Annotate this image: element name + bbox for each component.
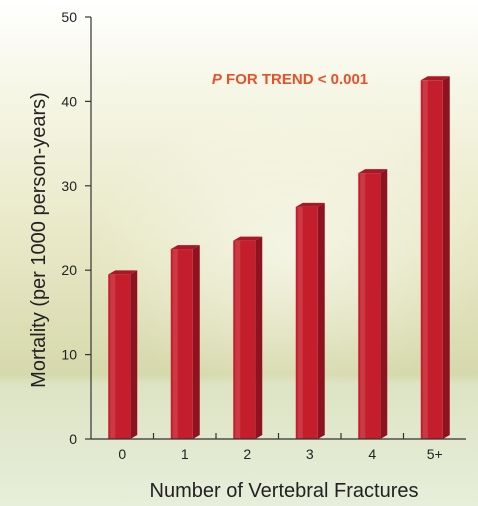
- bar-side: [442, 76, 450, 440]
- bar-highlight: [110, 274, 116, 439]
- bar-highlight: [360, 173, 366, 439]
- bar-4: [358, 169, 388, 439]
- annotation-rest: FOR TREND < 0.001: [222, 71, 368, 88]
- bar-front: [233, 240, 256, 439]
- y-tick-label: 30: [61, 178, 77, 194]
- bar-front: [295, 206, 318, 439]
- bar-3: [295, 202, 325, 439]
- y-tick-label: 50: [61, 9, 77, 25]
- bar-2: [233, 236, 263, 439]
- bar-highlight: [235, 240, 241, 439]
- bar-front: [108, 274, 131, 439]
- bar-front: [358, 173, 381, 439]
- y-tick-label: 0: [69, 431, 77, 447]
- y-axis-title: Mortality (per 1000 person-years): [28, 92, 50, 388]
- trend-annotation: P FOR TREND < 0.001: [212, 71, 368, 88]
- bar-top: [420, 76, 450, 81]
- x-tick-label: 2: [243, 446, 251, 462]
- bar-top: [295, 202, 325, 207]
- bar-highlight: [422, 80, 428, 440]
- bar-side: [255, 236, 263, 439]
- bar-highlight: [172, 249, 178, 439]
- x-tick-label: 1: [181, 446, 189, 462]
- bar-top: [358, 169, 388, 174]
- x-tick-label: 3: [306, 446, 314, 462]
- x-tick-label: 0: [118, 446, 126, 462]
- annotation-p: P: [212, 71, 223, 88]
- bar-front: [170, 249, 193, 439]
- bar-5+: [420, 76, 450, 440]
- y-ticks: 0 10 20 30 40 50: [61, 9, 91, 447]
- x-tick-label: 4: [368, 446, 376, 462]
- bar-0: [108, 270, 138, 439]
- bars-layer: [108, 76, 450, 440]
- bar-side: [192, 245, 200, 439]
- bar-front: [420, 80, 443, 440]
- bar-top: [170, 245, 200, 250]
- y-tick-label: 40: [61, 93, 77, 109]
- bar-top: [233, 236, 263, 241]
- x-axis-title: Number of Vertebral Fractures: [150, 480, 419, 502]
- bar-side: [130, 270, 138, 439]
- background-glow: [90, 100, 478, 400]
- x-ticks: 0 1 2 3 4 5+: [118, 433, 443, 462]
- y-tick-label: 20: [61, 262, 77, 278]
- y-tick-label: 10: [61, 347, 77, 363]
- bar-side: [380, 169, 388, 439]
- bar-side: [317, 202, 325, 439]
- x-tick-label: 5+: [427, 446, 443, 462]
- bar-highlight: [297, 206, 303, 439]
- bar-top: [108, 270, 138, 275]
- bar-1: [170, 245, 200, 439]
